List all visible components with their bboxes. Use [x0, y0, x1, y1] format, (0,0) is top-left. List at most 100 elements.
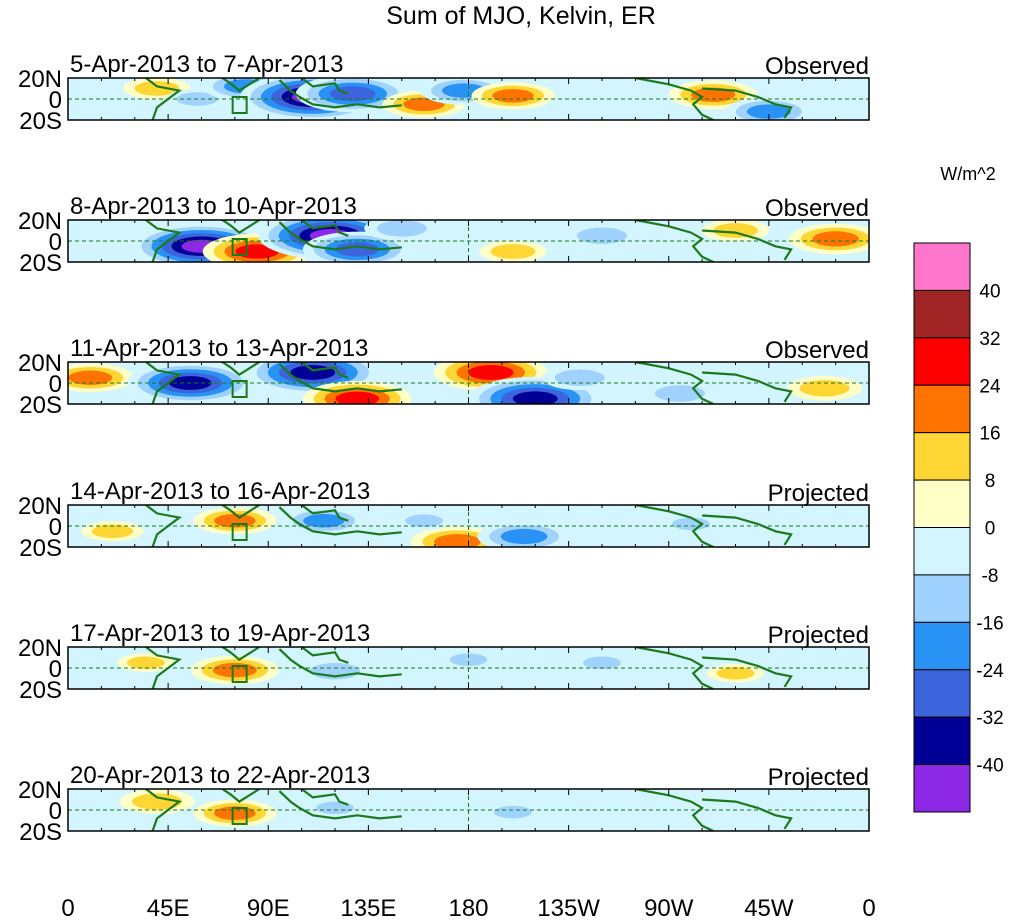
- panel-status: Projected: [768, 764, 869, 791]
- coastline: [220, 505, 260, 519]
- colorbar-label: -40: [976, 756, 1003, 777]
- coastline: [635, 78, 714, 120]
- lon-tick-label: 135E: [340, 895, 396, 921]
- panel-status: Observed: [765, 195, 869, 222]
- colorbar-segment: [913, 669, 971, 718]
- colorbar-label: -32: [976, 708, 1003, 729]
- contour-blob: [322, 667, 348, 676]
- lat-tick-label: 20S: [19, 392, 62, 419]
- lon-tick-label: 45W: [744, 895, 794, 921]
- longitude-axis: 0 45E 90E 135E 180 135W 90W 45W 0: [61, 895, 875, 921]
- contour-blob: [341, 90, 365, 98]
- panel-status: Projected: [768, 622, 869, 649]
- colorbar-segment: [913, 621, 971, 671]
- lat-tick-label: 20S: [19, 108, 62, 135]
- coastline: [278, 221, 402, 251]
- coastline: [702, 87, 793, 119]
- contour-blob: [313, 517, 335, 525]
- contour-blob: [453, 87, 476, 95]
- panel-period: 11-Apr-2013 to 13-Apr-2013: [70, 335, 368, 362]
- colorbar-label: 8: [985, 471, 996, 492]
- contour-blob: [79, 374, 102, 382]
- lat-tick-label: 20S: [19, 677, 62, 704]
- coastline: [145, 78, 182, 120]
- anomaly-field: [117, 650, 764, 685]
- contour-blob: [223, 666, 246, 674]
- colorbar-segment: [913, 479, 971, 529]
- contour-blob: [524, 395, 547, 403]
- lat-tick-label: 20S: [19, 535, 62, 562]
- lat-tick-label: 0: [49, 87, 62, 114]
- region-box: [231, 665, 248, 683]
- panel-status: Projected: [768, 480, 869, 507]
- panel-5: 17-Apr-2013 to 19-Apr-2013 Projected 20N02…: [18, 620, 870, 704]
- contour-blob: [589, 231, 615, 240]
- coastline: [300, 78, 349, 95]
- contour-blob: [512, 532, 536, 541]
- coastline: [702, 798, 793, 830]
- contour-blob: [479, 368, 503, 377]
- panel-3: 11-Apr-2013 to 13-Apr-2013 Observed 20N020…: [18, 335, 870, 419]
- colorbar-label: 0: [985, 519, 996, 540]
- contour-blob: [757, 108, 780, 116]
- contour-blob: [667, 389, 693, 398]
- panel-period: 5-Apr-2013 to 7-Apr-2013: [70, 51, 344, 78]
- contour-blob: [726, 670, 745, 677]
- region-box: [231, 96, 248, 114]
- region-box: [231, 807, 248, 825]
- colorbar-segment: [913, 716, 971, 766]
- colorbar-segment: [913, 384, 971, 434]
- colorbar: W/m^2 40 32 24 16 8 0 -8 -16 -24 -32 -40: [913, 164, 1004, 813]
- contour-blob: [346, 395, 369, 403]
- lat-tick-label: 0: [49, 798, 62, 825]
- colorbar-label: -24: [976, 661, 1004, 682]
- colorbar-segment: [913, 764, 971, 813]
- coastline: [145, 647, 182, 689]
- contour-blob: [413, 100, 435, 108]
- lon-tick-label: 90W: [644, 895, 694, 921]
- coastline: [145, 220, 182, 262]
- coastline: [278, 648, 402, 678]
- coastline: [635, 789, 714, 831]
- lat-tick-label: 20N: [18, 635, 62, 662]
- lat-tick-label: 0: [49, 514, 62, 541]
- colorbar-label: 24: [979, 376, 1001, 397]
- lon-tick-label: 180: [448, 895, 488, 921]
- coastline: [278, 79, 402, 109]
- contour-blob: [681, 520, 701, 528]
- coastline: [145, 789, 182, 831]
- colorbar-units: W/m^2: [940, 164, 995, 184]
- lon-tick-label: 0: [61, 895, 74, 921]
- lat-tick-label: 20N: [18, 66, 62, 93]
- lat-tick-label: 20S: [19, 250, 62, 277]
- lat-tick-label: 0: [49, 229, 62, 256]
- contour-blob: [592, 659, 612, 666]
- coastline: [300, 362, 349, 379]
- panel-period: 14-Apr-2013 to 16-Apr-2013: [70, 478, 370, 505]
- colorbar-label: -16: [976, 613, 1003, 634]
- lat-tick-label: 0: [49, 656, 62, 683]
- coastline: [635, 362, 714, 404]
- lon-tick-label: 135W: [537, 895, 600, 921]
- panels: 5-Apr-2013 to 7-Apr-2013 Observed20N020S8…: [18, 51, 870, 846]
- anomaly-field: [131, 220, 869, 262]
- colorbar-label: -8: [982, 566, 999, 587]
- contour-blob: [325, 804, 345, 812]
- contour-blob: [246, 247, 269, 256]
- coastline: [300, 789, 349, 806]
- region-box: [231, 238, 248, 256]
- colorbar-segment: [913, 242, 971, 291]
- anomaly-field: [119, 789, 695, 827]
- contour-blob: [812, 384, 837, 393]
- coastline: [300, 220, 349, 237]
- lat-tick-label: 20N: [18, 350, 62, 377]
- contour-blob: [414, 517, 434, 524]
- lon-tick-label: 90E: [247, 895, 290, 921]
- lon-tick-label: 45E: [147, 895, 190, 921]
- coastline: [278, 363, 402, 393]
- panel-status: Observed: [765, 53, 869, 80]
- colorbar-label: 16: [979, 424, 1000, 445]
